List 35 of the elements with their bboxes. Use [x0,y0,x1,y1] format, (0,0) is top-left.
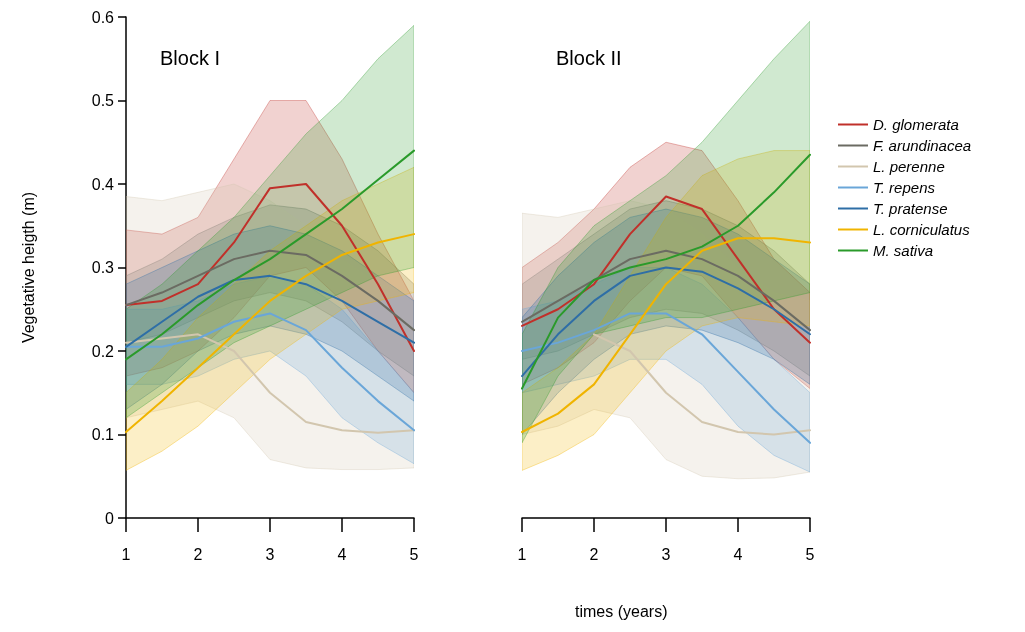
y-tick-label: 0.6 [91,8,115,26]
text: Block II [556,47,622,69]
line-series [125,183,415,352]
y-tick-label: 0.3 [91,259,115,276]
x-tick-label: 1 [517,545,527,563]
legend-label: T. repens [873,179,936,196]
legend-label: L. corniculatus [873,221,971,238]
y-tick-label: 0 [105,509,115,527]
legend-label: M. sativa [873,242,934,259]
legend-label: T. pratense [873,200,948,217]
x-tick-label: 2 [589,545,599,563]
x-tick-label: 5 [409,545,419,563]
line-series [125,149,415,361]
line-series [125,274,415,348]
x-tick-label: 1 [121,545,131,563]
x-tick-label: 4 [337,545,347,563]
legend-label: L. perenne [873,158,945,175]
x-tick-label: 3 [661,545,671,563]
y-tick-label: 0.1 [91,426,115,443]
line-series [125,249,415,332]
text: Block I [160,47,221,69]
x-tick-label: 5 [805,545,815,563]
x-tick-label: 2 [193,545,203,563]
legend-label: F. arundinacea [873,137,972,154]
y-tick-label: 0.5 [91,92,115,109]
line-series [125,233,415,433]
y-tick-label: 0.4 [91,175,115,193]
x-axis-title: times (years) [575,602,668,620]
x-tick-label: 4 [733,545,743,563]
x-tick-label: 3 [265,545,275,563]
legend-label: D. glomerata [873,116,959,133]
y-tick-label: 0.2 [91,342,115,360]
line-series [125,312,415,432]
y-axis-title: Vegetative heigth (m) [19,191,37,344]
line-series [125,333,415,434]
